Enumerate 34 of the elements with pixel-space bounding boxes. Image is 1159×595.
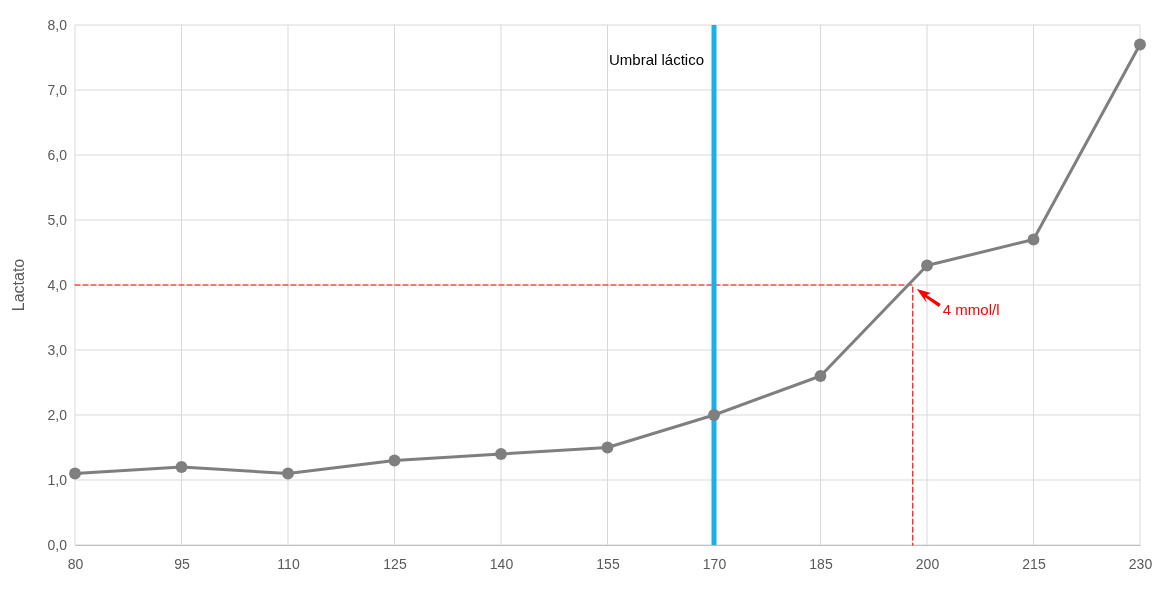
y-tick-label: 5,0 [47, 211, 68, 228]
point [388, 454, 401, 467]
y-tick-label: 7,0 [47, 81, 68, 98]
x-tick-label: 200 [915, 555, 940, 572]
x-tick-label: 110 [277, 555, 300, 572]
x-tick-label: 215 [1022, 555, 1046, 572]
y-axis-title: Lactato [10, 258, 27, 312]
y-tick-label: 1,0 [47, 471, 68, 488]
x-tick-label: 95 [174, 555, 190, 572]
x-tick-label: 170 [702, 555, 727, 572]
x-tick-label: 230 [1128, 555, 1153, 572]
ref-line-label: Umbral láctico [608, 51, 704, 68]
point [495, 448, 507, 460]
y-tick-label: 0,0 [47, 536, 68, 553]
x-tick-label: 80 [67, 555, 84, 572]
annotation: 4 mmol/l [942, 301, 1000, 318]
point [175, 461, 188, 473]
x-tick-label: 140 [489, 555, 514, 572]
point [601, 441, 614, 454]
y-tick-label: 3,0 [47, 341, 68, 358]
point [1134, 38, 1146, 51]
x-tick-label: 185 [809, 555, 833, 572]
point [814, 370, 827, 382]
point [282, 467, 294, 480]
point [1027, 233, 1040, 246]
y-tick-label: 4,0 [47, 276, 68, 293]
point [69, 467, 81, 480]
y-tick-label: 8,0 [47, 16, 68, 33]
point [921, 259, 933, 272]
x-tick-label: 155 [596, 555, 620, 572]
x-tick-label: 125 [383, 555, 407, 572]
point [708, 409, 720, 421]
y-tick-label: 6,0 [47, 146, 68, 163]
y-tick-label: 2,0 [47, 406, 68, 423]
